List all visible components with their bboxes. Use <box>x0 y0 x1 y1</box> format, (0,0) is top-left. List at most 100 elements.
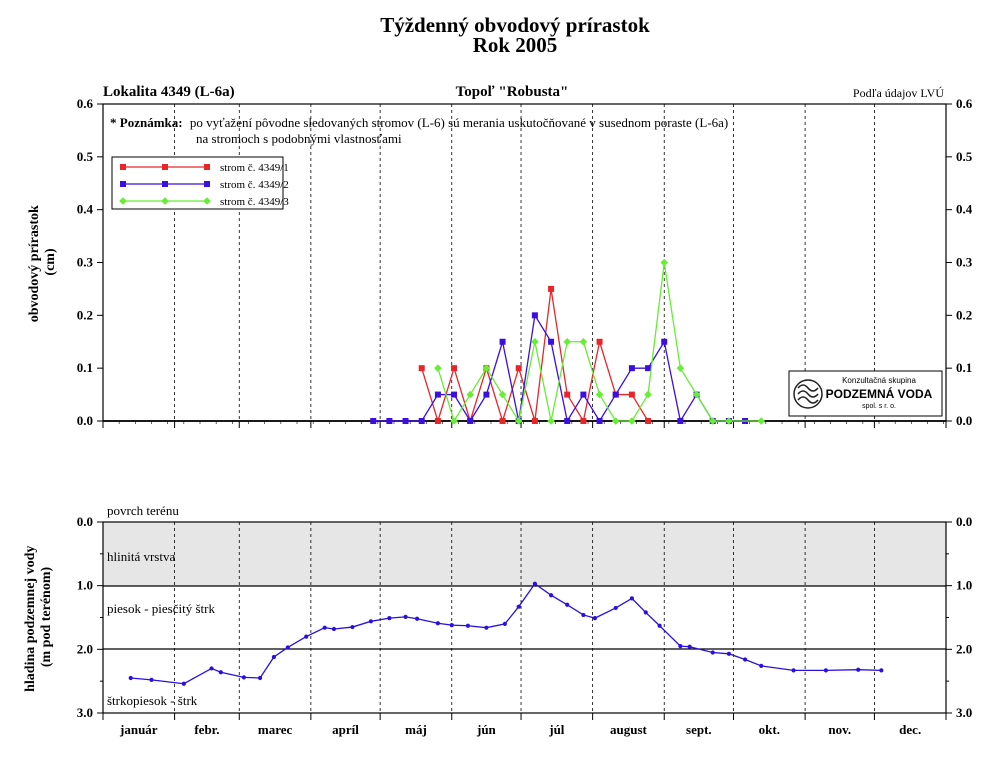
data-point <box>304 634 309 639</box>
source-label: Podľa údajov LVÚ <box>853 86 944 100</box>
data-point <box>257 675 263 681</box>
data-point <box>387 616 392 621</box>
data-point <box>467 418 474 424</box>
top-y-axis: 0.0 0.0 0.1 0.1 0.2 0.2 0.3 0.3 0.4 0.4 0.5 0.5 0.6 0… <box>77 96 973 428</box>
data-point <box>692 390 701 399</box>
data-point <box>856 667 861 672</box>
month-label: febr. <box>194 722 219 737</box>
data-point <box>531 312 538 319</box>
month-label: júl <box>548 722 565 737</box>
data-point <box>547 417 555 425</box>
data-point <box>435 621 440 626</box>
y-tick-label: 1.0 <box>956 578 972 593</box>
data-point <box>657 623 662 628</box>
logo: Konzultačná skupina PODZEMNÁ VODA spol. … <box>788 370 943 417</box>
data-point <box>531 337 539 346</box>
legend-items: strom č. 4349/1 strom č. 4349/2 strom č. 4… <box>119 162 289 208</box>
y-tick-label: 0.3 <box>77 255 94 270</box>
data-point <box>564 391 571 398</box>
top-series <box>370 258 766 425</box>
y-tick-label: 0.4 <box>956 202 973 217</box>
data-point <box>579 337 588 346</box>
legend-marker <box>204 181 210 187</box>
data-point <box>499 338 506 345</box>
water-level-series <box>128 581 884 686</box>
data-point <box>386 418 393 424</box>
series-line <box>437 262 762 423</box>
legend-box <box>111 156 284 210</box>
data-point <box>660 258 669 267</box>
logo-line2: PODZEMNÁ VODA <box>826 386 933 401</box>
data-point <box>563 337 572 346</box>
data-point <box>370 418 377 424</box>
clay-layer-band <box>103 522 946 586</box>
location-label: Lokalita 4349 (L-6a) <box>103 84 235 100</box>
data-point <box>516 604 521 609</box>
data-point <box>628 365 635 372</box>
legend-marker <box>120 181 126 187</box>
y-tick-label: 0.4 <box>77 202 94 217</box>
y-tick-label: 0.0 <box>956 413 972 428</box>
data-point <box>725 417 733 425</box>
data-point <box>564 418 571 424</box>
y-tick-label: 0.6 <box>77 96 94 111</box>
data-point <box>677 418 684 424</box>
month-label: jún <box>476 722 497 737</box>
bottom-y-axis: 0.0 0.0 1.0 1.0 2.0 2.0 3.0 3.0 <box>77 514 973 720</box>
y-tick-label: 0.0 <box>956 514 972 529</box>
month-label: marec <box>258 722 293 737</box>
data-point <box>643 610 648 615</box>
logo-line3: spol. s r. o. <box>862 403 896 410</box>
data-point <box>628 391 635 398</box>
data-point <box>403 614 408 619</box>
chart-subtitle: Rok 2005 <box>473 33 558 57</box>
layer-sand: piesok - piesčitý štrk <box>107 601 215 616</box>
data-point <box>742 657 748 662</box>
series-1 <box>418 285 652 424</box>
data-point <box>450 417 458 425</box>
data-point <box>596 418 603 424</box>
data-point <box>708 417 717 425</box>
top-y-axis-label-line2: (cm) <box>43 248 58 276</box>
data-point <box>515 365 522 372</box>
y-tick-label: 0.0 <box>77 514 93 529</box>
bottom-series <box>128 581 884 686</box>
data-point <box>128 675 133 681</box>
chart-title: Týždenný obvodový prírastok <box>380 13 650 37</box>
data-point <box>759 663 764 668</box>
data-point <box>531 418 538 424</box>
data-point <box>499 418 506 424</box>
legend-marker <box>120 164 126 170</box>
top-y-axis-label-line1: obvodový prírastok <box>27 205 42 322</box>
bottom-y-axis-label: hladina podzemnej vody (m pod terénom) <box>23 542 54 692</box>
note-line2: na stromoch s podobnými vlastnosťami <box>196 131 402 146</box>
data-point <box>823 668 829 673</box>
month-label: apríl <box>332 722 359 737</box>
bottom-y-axis-label-line2: (m pod terénom) <box>39 567 54 668</box>
legend-label: strom č. 4349/1 <box>220 162 289 174</box>
data-point <box>241 675 246 680</box>
data-point <box>483 391 490 398</box>
data-point <box>418 418 425 424</box>
data-point <box>592 616 598 621</box>
data-point <box>580 391 587 398</box>
data-point <box>644 390 652 399</box>
data-point <box>628 417 636 425</box>
logo-waves <box>797 384 819 404</box>
data-point <box>451 365 458 372</box>
data-point <box>149 677 154 682</box>
legend-marker <box>203 197 211 205</box>
layer-surface: povrch terénu <box>107 503 179 518</box>
data-point <box>434 418 441 424</box>
data-point <box>502 621 507 626</box>
month-label: dec. <box>899 722 921 737</box>
data-point <box>209 666 214 671</box>
y-tick-label: 0.5 <box>77 149 94 164</box>
data-point <box>595 390 604 399</box>
y-tick-label: 0.6 <box>956 96 973 111</box>
legend: strom č. 4349/1 strom č. 4349/2 strom č. 4… <box>111 156 289 210</box>
series-line <box>130 582 882 685</box>
data-point <box>514 417 523 425</box>
data-point <box>710 650 715 655</box>
legend-label: strom č. 4349/3 <box>220 196 289 208</box>
